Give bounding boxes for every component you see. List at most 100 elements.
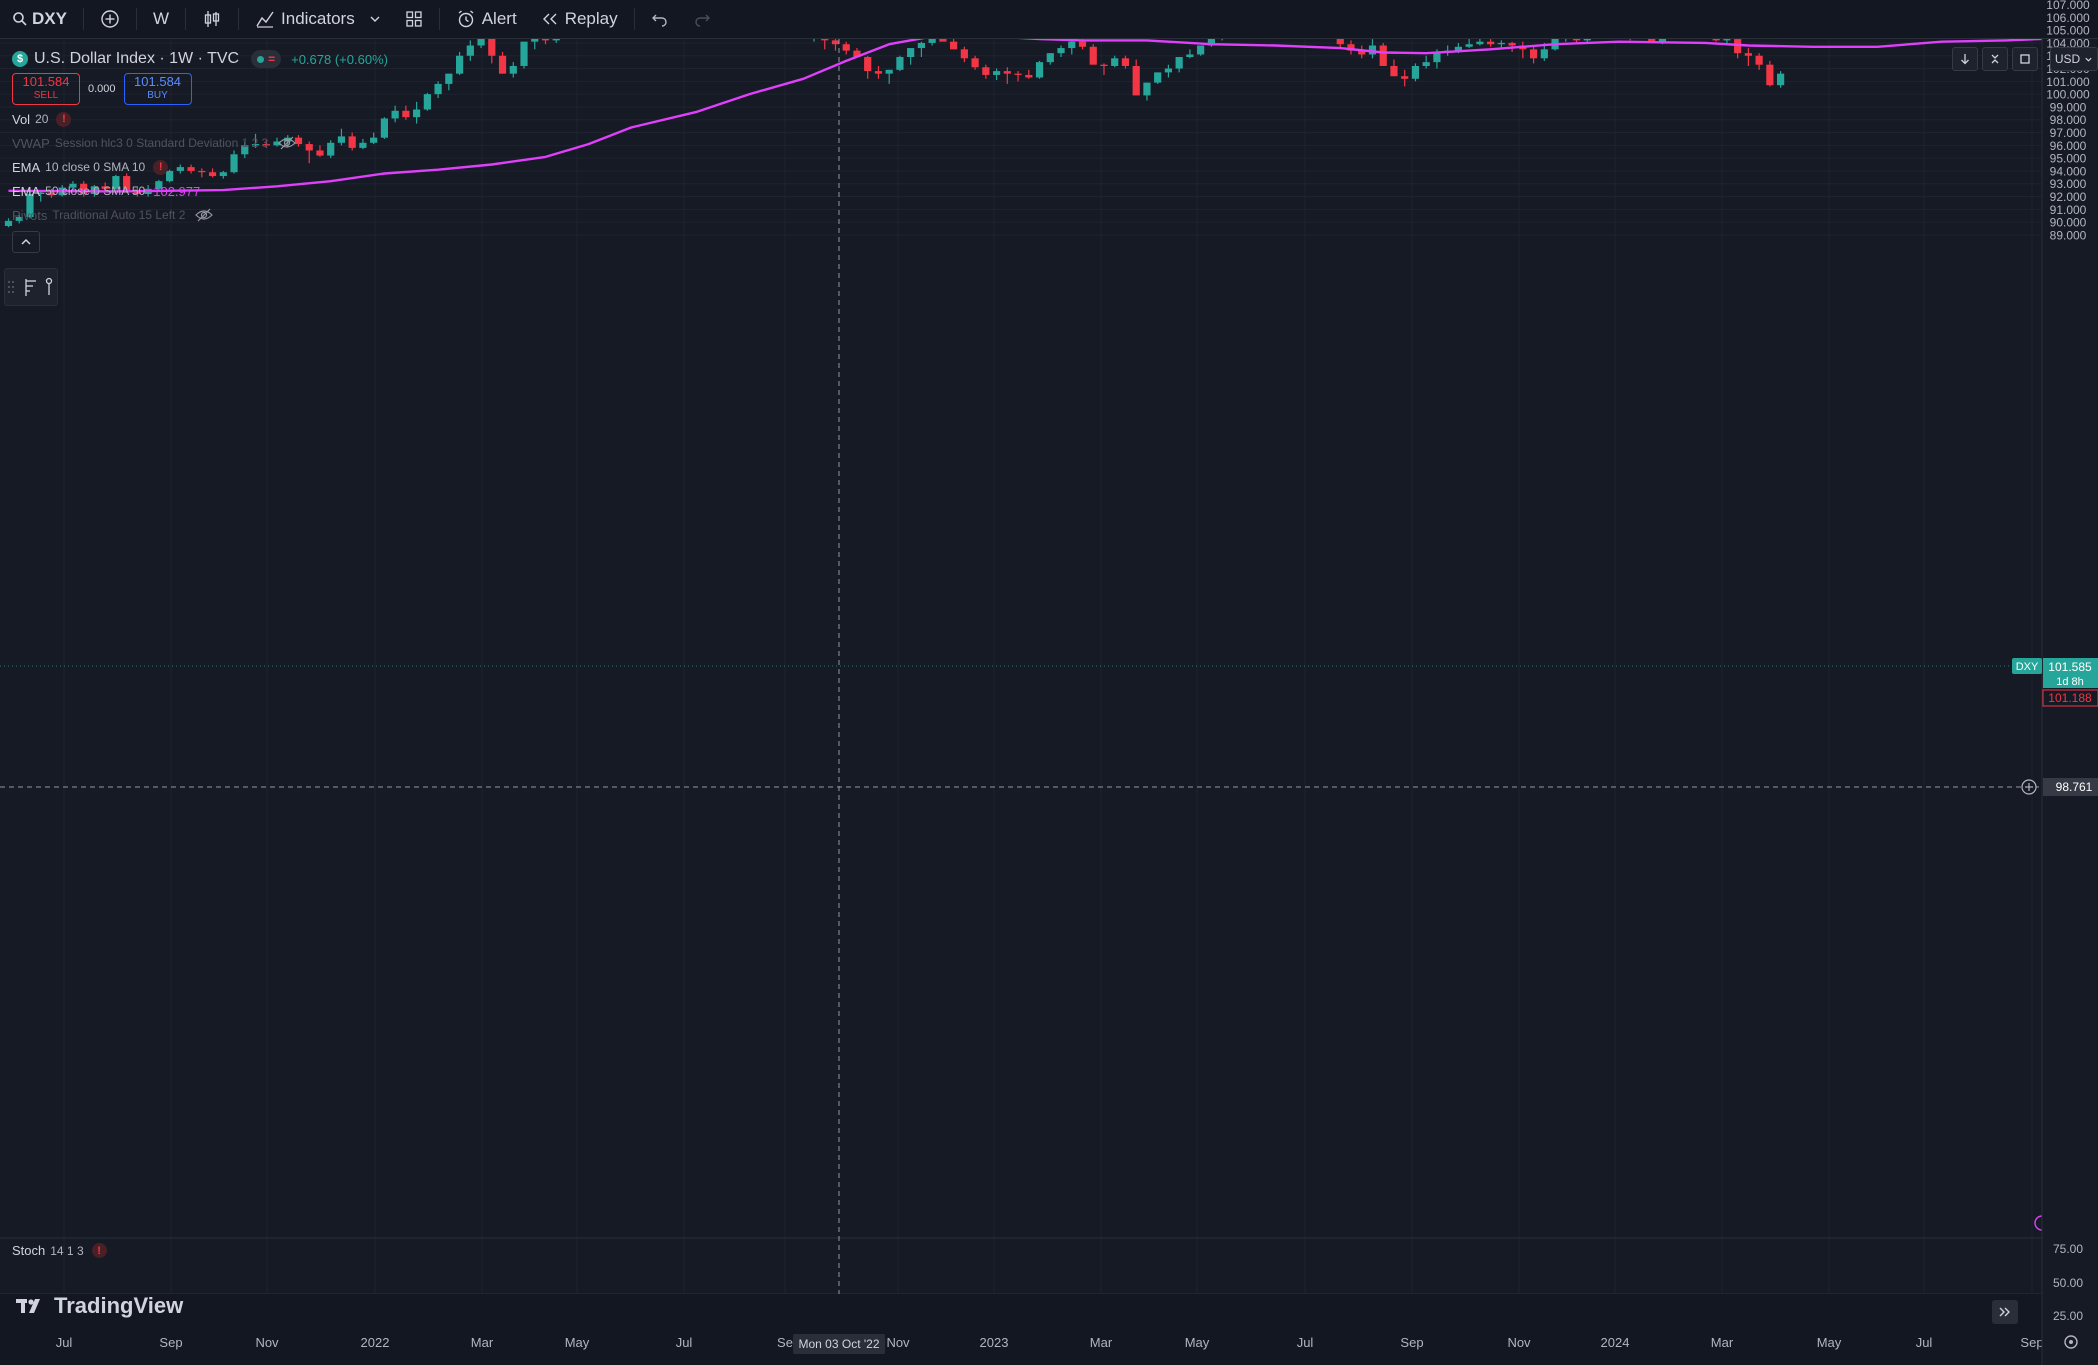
undo-button[interactable] [639,0,681,38]
collapse-pane-button[interactable] [1982,47,2008,71]
time-axis-label: Jul [676,1335,693,1350]
replay-button[interactable]: Replay [529,0,630,38]
alarm-clock-icon [458,10,474,28]
market-status-badge[interactable]: = [251,50,282,68]
floating-drawing-toolbar[interactable] [4,268,58,306]
candle [1777,71,1785,88]
candle-body [1358,50,1366,55]
candle-body [391,110,399,119]
interval-button[interactable]: W [152,9,170,28]
buy-button[interactable]: 101.584 BUY [123,73,192,105]
candle [380,117,388,139]
candle-body [1487,41,1495,45]
candle-body [1121,58,1130,66]
compare-button[interactable] [88,0,132,38]
candle-body [982,67,990,75]
candle [520,41,528,69]
plus-circle-icon [101,10,119,28]
currency-symbol-icon: $ [12,51,28,67]
indicator-legend-stoch[interactable]: Stoch 14 1 3 ! [12,1243,107,1258]
candle-body [80,183,88,194]
symbol-search-button[interactable]: DXY [0,0,79,38]
candle-body [477,39,485,46]
candle [1336,39,1344,49]
fib-tool-icon[interactable] [23,277,39,297]
candle [1629,39,1631,41]
candle [1497,40,1505,49]
price-chart[interactable]: Jul Sep Nov 2022 Mar May Jul Se Nov 2023 Mar May Jul… [0,39,2042,1365]
candle [1379,42,1387,66]
sell-button[interactable]: 101.584 SELL [12,73,80,105]
candle-body [1454,46,1462,51]
candle-body [466,45,474,56]
candle [1078,39,1087,50]
indicator-name: EMA [12,183,41,199]
candle [813,39,815,42]
candle-body [509,65,517,74]
candle [413,101,421,124]
chart-area[interactable]: Jul Sep Nov 2022 Mar May Jul Se Nov 2023 Mar May Jul… [0,39,2042,1365]
time-axis-label: Sep [2020,1335,2042,1350]
candle-body [1583,39,1591,41]
redo-button[interactable] [681,0,723,38]
candle [155,179,163,192]
candle-body [445,73,453,84]
indicator-legend-vwap[interactable]: VWAP Session hlc3 0 Standard Deviation 1… [12,131,388,155]
alert-button[interactable]: Alert [444,0,529,38]
candle-body [853,50,861,58]
drag-handle-icon[interactable] [7,279,15,295]
candle-body [1648,39,1656,42]
indicator-legend-vol[interactable]: Vol 20 ! [12,107,388,131]
maximize-pane-button[interactable] [2012,47,2038,71]
candle [1154,72,1162,84]
candle-body [928,39,936,43]
scroll-down-button[interactable] [1952,47,1978,71]
eye-crossed-icon[interactable] [278,136,297,150]
currency-selector[interactable]: USD [2050,47,2098,71]
candle-body [423,94,431,110]
error-icon[interactable]: ! [91,1243,107,1258]
time-axis-label: May [565,1335,590,1350]
eye-crossed-icon[interactable] [195,208,214,222]
candle-body [1379,45,1387,66]
candle-body [166,170,174,182]
candle [1164,64,1173,78]
candle [198,168,206,178]
maximize-icon [2020,54,2030,64]
crosshair-time-badge [793,1334,885,1354]
candles-icon [204,11,220,27]
time-axis-label: Mar [471,1335,494,1350]
chevron-down-icon [370,16,380,22]
brand-name: TradingView [54,1293,184,1318]
error-icon[interactable]: ! [56,111,72,127]
candle [1562,39,1570,42]
candle-body [1154,72,1162,83]
candle [434,81,442,98]
candle-body [1143,82,1151,96]
pin-tool-icon[interactable] [43,277,55,297]
candle-body [15,217,23,221]
indicator-legend-ema10[interactable]: EMA 10 close 0 SMA 10 ! [12,155,388,179]
price-axis-label: 93.000 [2050,177,2087,191]
price-axis-label: 97.000 [2050,126,2087,140]
candle [552,39,560,43]
error-icon[interactable]: ! [153,159,169,175]
indicator-args: Session hlc3 0 Standard Deviation 1 2 3 [54,136,269,150]
series-title[interactable]: U.S. Dollar Index · 1W · TVC [34,50,240,67]
candle-body [348,136,356,148]
time-axis-label: Mar [1711,1335,1734,1350]
tradingview-logo[interactable]: TradingView [16,1293,183,1319]
candle [831,39,840,51]
collapse-legend-button[interactable] [12,231,40,253]
indicator-legend-pivots[interactable]: Pivots Traditional Auto 15 Left 2 [12,203,388,227]
indicator-legend-ema50[interactable]: EMA 50 close 0 SMA 50 102.977 [12,179,388,203]
scroll-to-realtime-button[interactable] [1992,1300,2018,1324]
price-axis-label: 99.000 [2050,100,2087,114]
candle-body [1723,39,1731,41]
chart-type-button[interactable] [190,0,234,38]
indicators-button[interactable]: Indicators [243,0,393,38]
candle-body [498,55,507,74]
templates-button[interactable] [393,0,435,38]
market-open-dot-icon [257,55,265,63]
candle-body [1465,44,1473,47]
